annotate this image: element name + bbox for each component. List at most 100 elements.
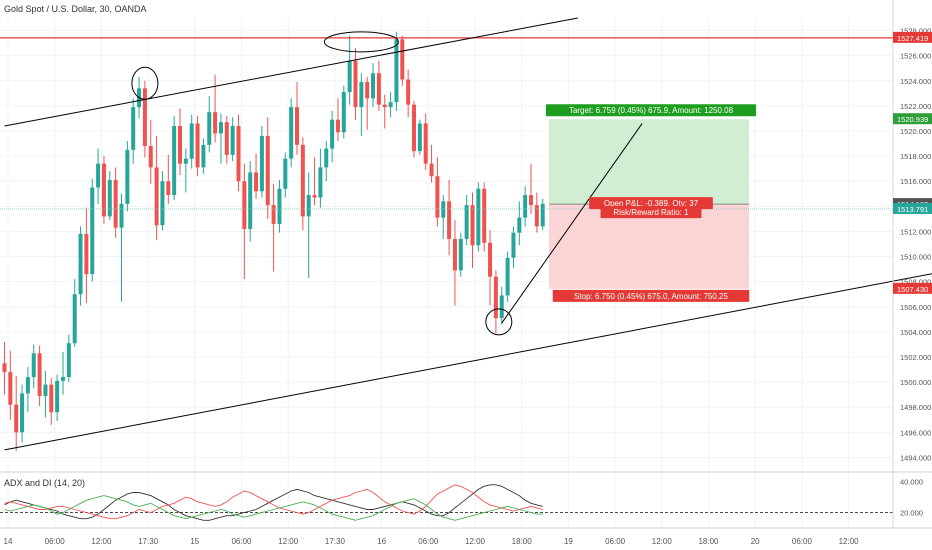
candle-body (142, 88, 147, 147)
time-tick-label: 18:00 (512, 537, 533, 546)
candle-body (493, 276, 498, 319)
candle-body (452, 238, 457, 271)
pnl-label: Open P&L: -0.389, Qty: 37 (604, 199, 699, 208)
candle-body (172, 125, 177, 196)
time-tick-label: 19 (564, 537, 573, 546)
candle-body (207, 112, 212, 145)
candle-body (523, 195, 528, 218)
indicator-series-line (4, 484, 543, 521)
target-label: Target: 6.759 (0.45%) 675.9, Amount: 125… (569, 106, 734, 115)
indicator-tick-label: 40.000 (900, 478, 923, 487)
candle-body (482, 188, 487, 243)
candle-body (365, 82, 370, 99)
trendline (4, 273, 932, 451)
candle-body (113, 179, 118, 228)
pivot-ellipse (131, 66, 159, 100)
price-tick-label: 1498.000 (900, 403, 931, 412)
time-tick-label: 18:00 (698, 537, 719, 546)
candle-body (160, 181, 165, 226)
price-marker-label: 1520.939 (897, 115, 928, 124)
candle-body (166, 181, 171, 196)
trendline (501, 123, 643, 324)
candle-body (341, 92, 346, 133)
position-tool[interactable] (549, 119, 749, 289)
candle-body (300, 144, 305, 217)
price-tick-label: 1516.000 (900, 177, 931, 186)
candle-body (359, 82, 364, 108)
candle-body (488, 242, 493, 277)
candle-body (283, 158, 288, 189)
time-tick-label: 20 (751, 537, 760, 546)
candle-body (201, 144, 206, 168)
candle-body (435, 176, 440, 218)
candle-body (55, 380, 60, 413)
candle-body (394, 39, 399, 103)
target-label-bg (545, 104, 757, 117)
rr-label-bg (600, 206, 702, 219)
time-tick-label: 06:00 (418, 537, 439, 546)
position-labels: Target: 6.759 (0.45%) 675.9, Amount: 125… (545, 104, 757, 302)
price-marker-label: 1513.791 (897, 205, 928, 214)
candle-body (90, 187, 95, 275)
price-tick-label: 1508.000 (900, 278, 931, 287)
candle-body (49, 384, 54, 413)
candle-body (505, 257, 510, 296)
candle-body (470, 205, 475, 246)
candle-body (25, 377, 30, 394)
candle-body (8, 372, 13, 405)
trendlines[interactable] (0, 17, 932, 451)
candle-body (96, 163, 101, 188)
candle-body (447, 201, 452, 239)
candle-body (347, 60, 352, 93)
candle-body (195, 123, 200, 168)
price-tick-label: 1502.000 (900, 353, 931, 362)
candle-body (14, 404, 19, 433)
candle-body (511, 232, 516, 258)
candle-body (119, 203, 124, 228)
price-tick-label: 1494.000 (900, 453, 931, 462)
candle-body (20, 393, 25, 433)
price-tick-label: 1496.000 (900, 428, 931, 437)
candle-body (183, 158, 188, 164)
price-tick-label: 1522.000 (900, 102, 931, 111)
price-tick-label: 1518.000 (900, 152, 931, 161)
candle-body (101, 163, 106, 217)
candle-body (312, 195, 317, 198)
time-tick-label: 16 (377, 537, 386, 546)
candle-body (318, 167, 323, 198)
time-tick-label: 17:30 (138, 537, 159, 546)
candle-body (476, 188, 481, 246)
price-marker-bg (893, 113, 932, 125)
price-tick-label: 1528.000 (900, 27, 931, 36)
candle-body (517, 217, 522, 233)
pivot-ellipse (323, 31, 399, 53)
time-tick-label: 15 (190, 537, 199, 546)
price-tick-label: 1520.000 (900, 127, 931, 136)
indicator-tick-label: 20.000 (900, 509, 923, 518)
candle-body (376, 73, 381, 105)
time-tick-label: 12:00 (839, 537, 860, 546)
candle-body (353, 60, 358, 108)
candle-body (178, 125, 182, 164)
candle-body (125, 149, 130, 204)
time-tick-label: 12:00 (91, 537, 112, 546)
indicator-series-line (4, 484, 543, 520)
price-tick-label: 1500.000 (900, 378, 931, 387)
candle-body (388, 102, 393, 108)
candle-body (224, 122, 229, 155)
profit-zone (549, 119, 749, 205)
candle-body (306, 195, 311, 217)
candle-body (406, 79, 411, 105)
rr-label: Risk/Reward Ratio: 1 (613, 208, 689, 217)
candle-body (441, 201, 446, 218)
candle-body (72, 294, 77, 344)
time-tick-label: 12:00 (278, 537, 299, 546)
stop-label: Stop: 6.750 (0.45%) 675.0, Amount: 750.2… (574, 292, 728, 301)
candle-body (295, 107, 299, 145)
grid (0, 18, 893, 528)
candle-body (78, 233, 83, 295)
candle-body (371, 73, 376, 99)
candle-body (464, 205, 469, 239)
adx-indicator: 20.000 40.000 (0, 478, 923, 521)
